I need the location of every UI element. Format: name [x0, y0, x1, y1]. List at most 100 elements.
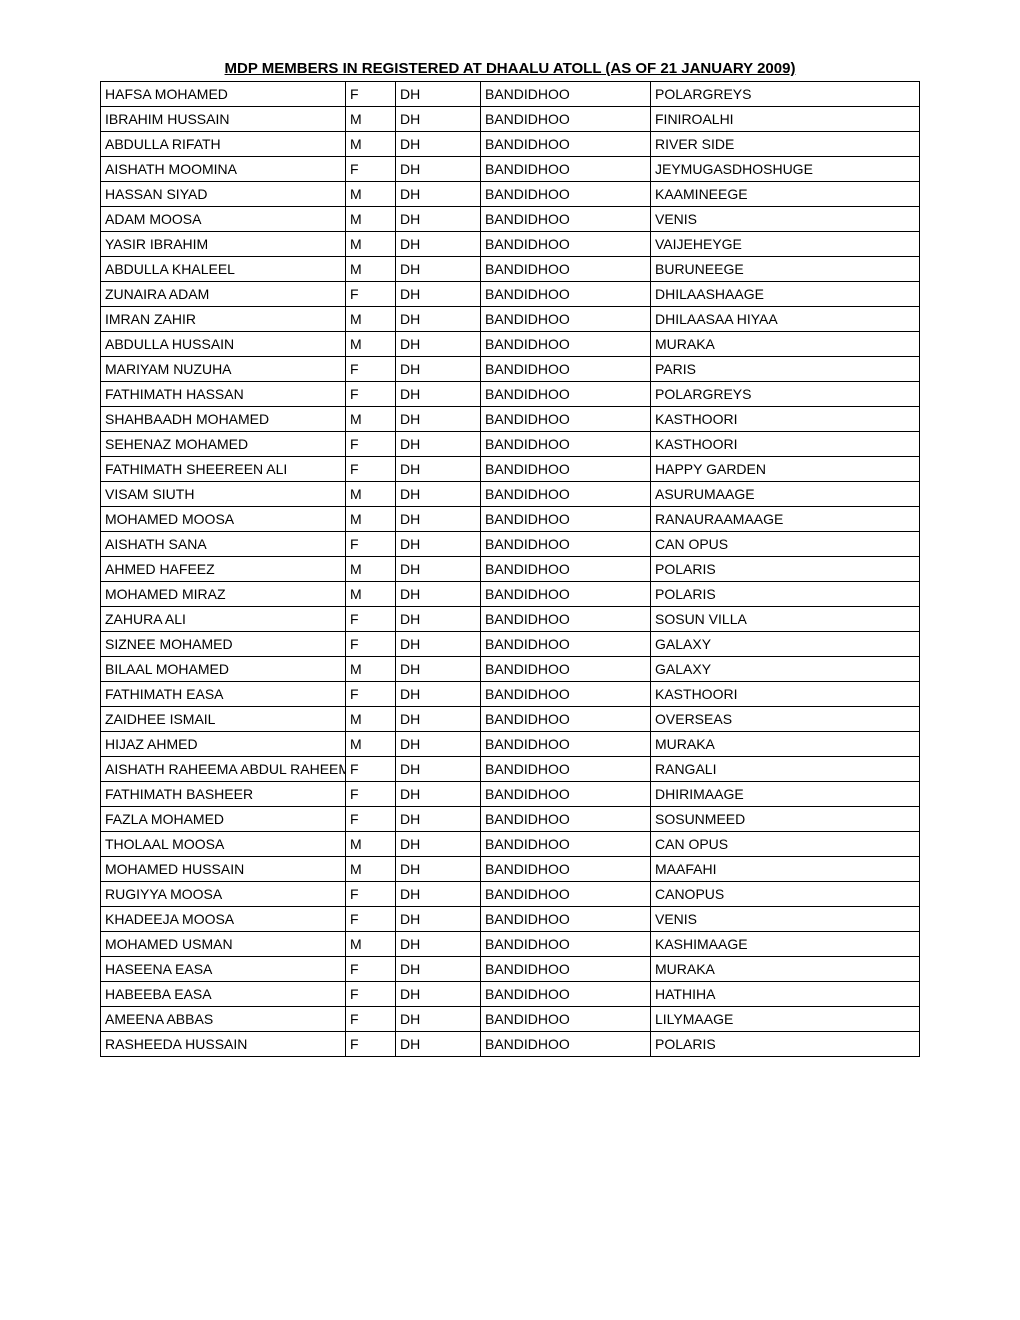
cell-atoll: DH: [396, 457, 481, 482]
cell-atoll: DH: [396, 732, 481, 757]
cell-house: VAIJEHEYGE: [651, 232, 920, 257]
cell-gender: F: [346, 682, 396, 707]
cell-house: POLARGREYS: [651, 382, 920, 407]
table-row: ABDULLA HUSSAINMDHBANDIDHOOMURAKA: [101, 332, 920, 357]
cell-island: BANDIDHOO: [481, 782, 651, 807]
cell-island: BANDIDHOO: [481, 232, 651, 257]
cell-name: ABDULLA HUSSAIN: [101, 332, 346, 357]
cell-gender: M: [346, 107, 396, 132]
cell-name: IMRAN ZAHIR: [101, 307, 346, 332]
cell-island: BANDIDHOO: [481, 407, 651, 432]
cell-gender: F: [346, 457, 396, 482]
cell-house: SOSUN VILLA: [651, 607, 920, 632]
cell-gender: F: [346, 607, 396, 632]
table-row: IBRAHIM HUSSAINMDHBANDIDHOOFINIROALHI: [101, 107, 920, 132]
cell-gender: M: [346, 507, 396, 532]
table-row: THOLAAL MOOSAMDHBANDIDHOOCAN OPUS: [101, 832, 920, 857]
cell-name: MOHAMED USMAN: [101, 932, 346, 957]
table-row: MOHAMED HUSSAINMDHBANDIDHOOMAAFAHI: [101, 857, 920, 882]
cell-atoll: DH: [396, 882, 481, 907]
cell-gender: M: [346, 832, 396, 857]
cell-atoll: DH: [396, 707, 481, 732]
cell-name: AISHATH MOOMINA: [101, 157, 346, 182]
cell-island: BANDIDHOO: [481, 432, 651, 457]
table-row: AISHATH SANAFDHBANDIDHOOCAN OPUS: [101, 532, 920, 557]
cell-atoll: DH: [396, 932, 481, 957]
cell-house: SOSUNMEED: [651, 807, 920, 832]
table-row: SHAHBAADH MOHAMEDMDHBANDIDHOOKASTHOORI: [101, 407, 920, 432]
cell-island: BANDIDHOO: [481, 357, 651, 382]
table-row: AISHATH MOOMINAFDHBANDIDHOOJEYMUGASDHOSH…: [101, 157, 920, 182]
cell-atoll: DH: [396, 757, 481, 782]
cell-gender: M: [346, 257, 396, 282]
cell-gender: F: [346, 907, 396, 932]
cell-island: BANDIDHOO: [481, 557, 651, 582]
cell-atoll: DH: [396, 182, 481, 207]
cell-name: ABDULLA RIFATH: [101, 132, 346, 157]
cell-atoll: DH: [396, 82, 481, 107]
cell-atoll: DH: [396, 432, 481, 457]
cell-house: KASTHOORI: [651, 407, 920, 432]
cell-house: CAN OPUS: [651, 532, 920, 557]
cell-house: DHIRIMAAGE: [651, 782, 920, 807]
table-row: RASHEEDA HUSSAINFDHBANDIDHOOPOLARIS: [101, 1032, 920, 1057]
cell-house: POLARGREYS: [651, 82, 920, 107]
cell-house: OVERSEAS: [651, 707, 920, 732]
cell-island: BANDIDHOO: [481, 682, 651, 707]
cell-gender: M: [346, 482, 396, 507]
cell-name: RUGIYYA MOOSA: [101, 882, 346, 907]
cell-gender: M: [346, 557, 396, 582]
cell-house: POLARIS: [651, 582, 920, 607]
cell-house: DHILAASAA HIYAA: [651, 307, 920, 332]
table-row: HASEENA EASAFDHBANDIDHOOMURAKA: [101, 957, 920, 982]
cell-house: JEYMUGASDHOSHUGE: [651, 157, 920, 182]
cell-island: BANDIDHOO: [481, 482, 651, 507]
cell-name: HIJAZ AHMED: [101, 732, 346, 757]
cell-name: HABEEBA EASA: [101, 982, 346, 1007]
cell-house: MAAFAHI: [651, 857, 920, 882]
cell-atoll: DH: [396, 832, 481, 857]
table-row: HABEEBA EASAFDHBANDIDHOOHATHIHA: [101, 982, 920, 1007]
members-table: HAFSA MOHAMEDFDHBANDIDHOOPOLARGREYSIBRAH…: [100, 81, 920, 1057]
cell-name: MOHAMED MIRAZ: [101, 582, 346, 607]
cell-atoll: DH: [396, 807, 481, 832]
table-row: ZAHURA ALIFDHBANDIDHOOSOSUN VILLA: [101, 607, 920, 632]
table-row: SEHENAZ MOHAMEDFDHBANDIDHOOKASTHOORI: [101, 432, 920, 457]
cell-house: KAAMINEEGE: [651, 182, 920, 207]
cell-atoll: DH: [396, 582, 481, 607]
cell-atoll: DH: [396, 782, 481, 807]
cell-gender: F: [346, 1007, 396, 1032]
cell-name: SHAHBAADH MOHAMED: [101, 407, 346, 432]
cell-island: BANDIDHOO: [481, 757, 651, 782]
cell-name: MOHAMED HUSSAIN: [101, 857, 346, 882]
cell-atoll: DH: [396, 482, 481, 507]
cell-atoll: DH: [396, 682, 481, 707]
cell-gender: F: [346, 357, 396, 382]
cell-island: BANDIDHOO: [481, 82, 651, 107]
cell-house: PARIS: [651, 357, 920, 382]
cell-name: AISHATH RAHEEMA ABDUL RAHEEM: [101, 757, 346, 782]
cell-gender: F: [346, 532, 396, 557]
cell-gender: M: [346, 207, 396, 232]
cell-name: MOHAMED MOOSA: [101, 507, 346, 532]
cell-house: RANGALI: [651, 757, 920, 782]
cell-gender: M: [346, 657, 396, 682]
table-row: ZUNAIRA ADAMFDHBANDIDHOODHILAASHAAGE: [101, 282, 920, 307]
cell-name: VISAM SIUTH: [101, 482, 346, 507]
cell-island: BANDIDHOO: [481, 182, 651, 207]
cell-island: BANDIDHOO: [481, 282, 651, 307]
cell-atoll: DH: [396, 532, 481, 557]
cell-gender: M: [346, 407, 396, 432]
cell-atoll: DH: [396, 982, 481, 1007]
cell-gender: M: [346, 182, 396, 207]
table-row: ADAM MOOSAMDHBANDIDHOOVENIS: [101, 207, 920, 232]
cell-island: BANDIDHOO: [481, 632, 651, 657]
cell-gender: F: [346, 157, 396, 182]
cell-name: FATHIMATH SHEEREEN ALI: [101, 457, 346, 482]
cell-house: RANAURAAMAAGE: [651, 507, 920, 532]
table-row: RUGIYYA MOOSAFDHBANDIDHOOCANOPUS: [101, 882, 920, 907]
page-title: MDP MEMBERS IN REGISTERED AT DHAALU ATOL…: [100, 60, 920, 77]
cell-gender: M: [346, 932, 396, 957]
cell-island: BANDIDHOO: [481, 932, 651, 957]
cell-name: FATHIMATH EASA: [101, 682, 346, 707]
